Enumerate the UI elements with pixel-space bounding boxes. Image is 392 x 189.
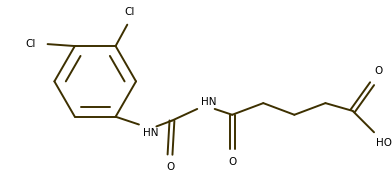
Text: O: O (228, 156, 236, 167)
Text: Cl: Cl (25, 39, 36, 49)
Text: HO: HO (376, 138, 392, 148)
Text: Cl: Cl (124, 7, 134, 17)
Text: HN: HN (201, 97, 217, 107)
Text: O: O (374, 66, 382, 76)
Text: O: O (166, 162, 174, 172)
Text: HN: HN (143, 128, 158, 138)
